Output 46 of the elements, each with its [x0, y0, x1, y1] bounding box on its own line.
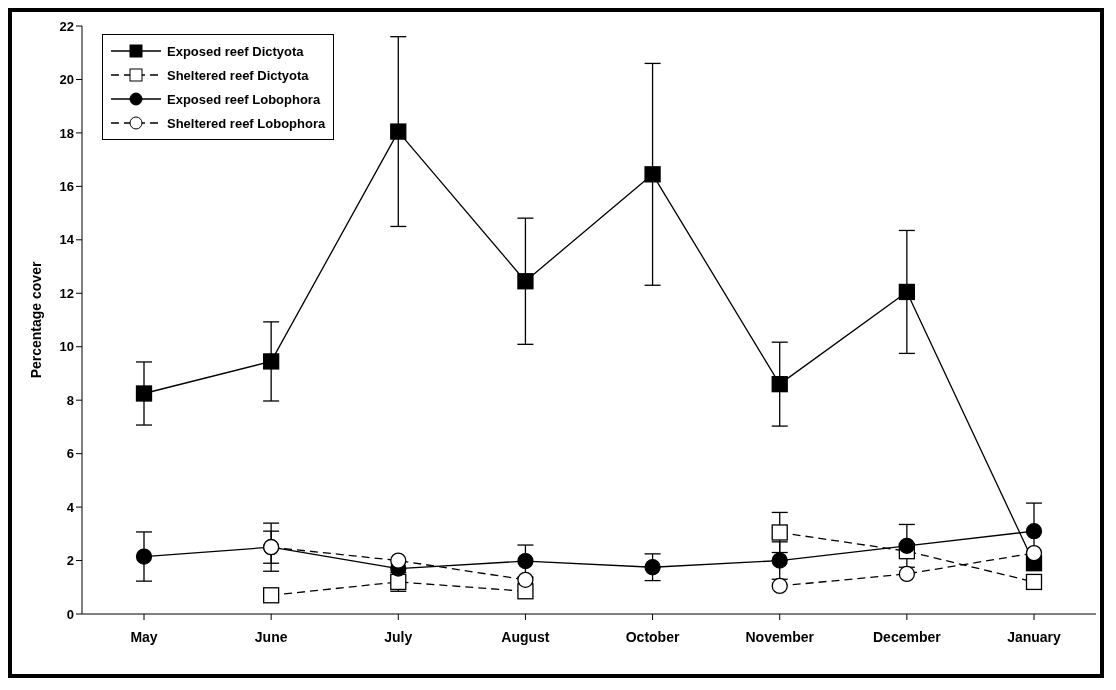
- point: [135, 548, 153, 565]
- point: [771, 552, 788, 569]
- point: [644, 559, 661, 576]
- point: [517, 571, 534, 588]
- point: [1025, 573, 1043, 591]
- point: [898, 283, 916, 301]
- y-tick-label: 0: [66, 606, 74, 622]
- x-tick-label: October: [625, 628, 680, 645]
- point: [390, 123, 407, 140]
- x-tick-label: July: [384, 628, 413, 645]
- legend-label: Sheltered reef Dictyota: [167, 67, 309, 83]
- x-tick-label: August: [501, 628, 550, 645]
- point: [262, 353, 280, 370]
- point: [517, 552, 534, 570]
- y-tick-label: 22: [59, 18, 74, 34]
- x-tick-label: January: [1007, 628, 1062, 645]
- legend-label: Exposed reef Dictyota: [167, 43, 304, 59]
- point: [898, 565, 916, 583]
- y-tick-label: 18: [59, 125, 74, 141]
- y-tick-label: 2: [66, 553, 74, 569]
- point: [390, 552, 407, 569]
- y-tick-label: 6: [66, 446, 74, 462]
- legend-label: Exposed reef Lobophora: [167, 91, 321, 107]
- x-tick-label: June: [254, 628, 288, 645]
- y-axis-title: Percentage cover: [27, 261, 44, 379]
- point: [1025, 544, 1043, 562]
- y-tick-label: 12: [59, 285, 74, 301]
- y-tick-label: 8: [66, 392, 74, 408]
- point: [898, 537, 916, 554]
- point: [771, 577, 788, 595]
- point: [135, 385, 153, 402]
- point: [517, 273, 534, 290]
- y-tick-label: 4: [66, 499, 75, 515]
- x-tick-label: November: [745, 628, 815, 645]
- y-tick-label: 20: [59, 72, 74, 88]
- x-tick-label: December: [873, 628, 942, 645]
- point: [644, 166, 661, 183]
- y-tick-label: 16: [59, 178, 74, 194]
- y-tick-label: 14: [59, 232, 75, 248]
- point: [262, 587, 280, 604]
- point: [1025, 523, 1043, 540]
- point: [771, 376, 788, 393]
- point: [771, 524, 788, 541]
- y-tick-label: 10: [59, 339, 74, 355]
- legend-label: Sheltered reef Lobophora: [167, 115, 326, 131]
- x-tick-label: May: [130, 628, 158, 645]
